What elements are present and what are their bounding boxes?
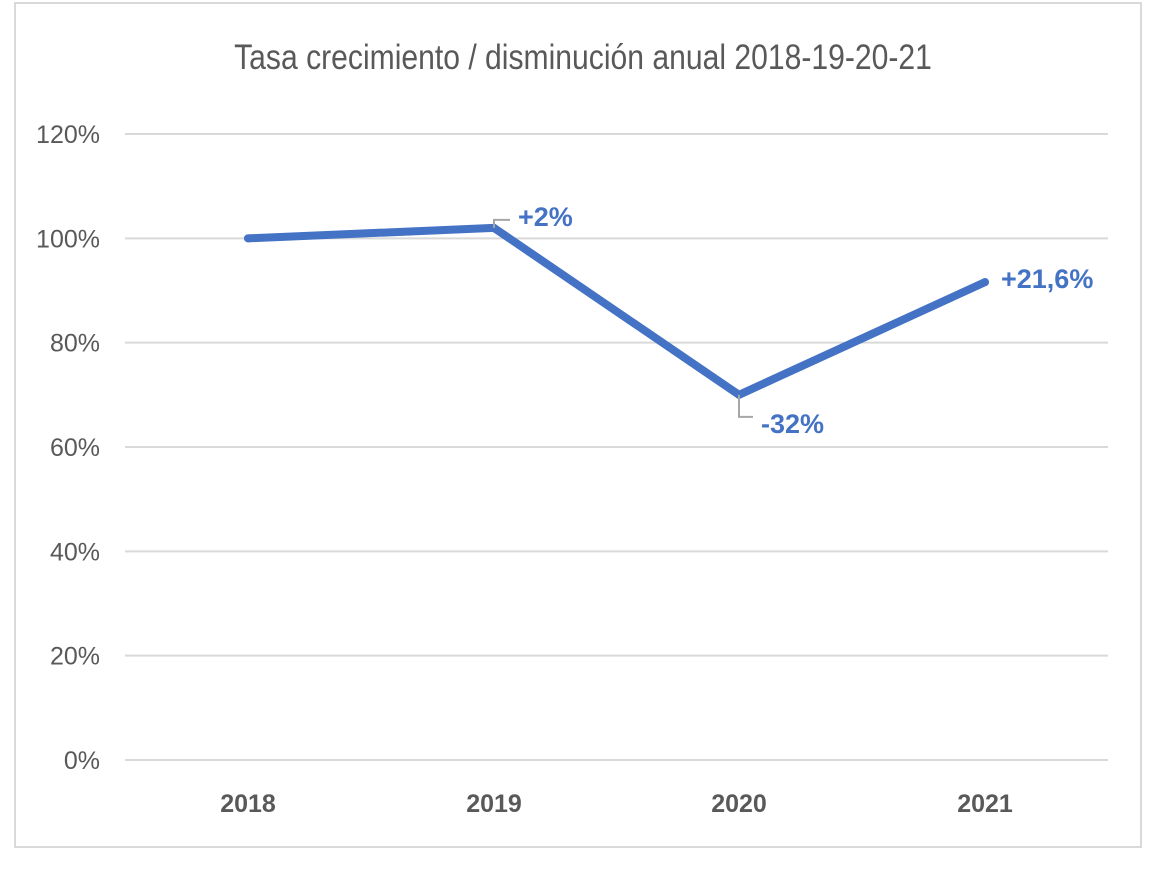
- chart-title: Tasa crecimiento / disminución anual 201…: [234, 38, 932, 77]
- x-tick-label: 2019: [466, 790, 522, 818]
- data-label: -32%: [761, 409, 824, 439]
- x-axis-tick-labels: 2018 2019 2020 2021: [220, 790, 1013, 818]
- data-label: +2%: [518, 202, 573, 232]
- label-leader-line: [738, 394, 753, 418]
- x-tick-label: 2018: [220, 790, 276, 818]
- y-axis-tick-labels: 0% 20% 40% 60% 80% 100% 120%: [36, 121, 100, 775]
- x-tick-label: 2020: [711, 790, 767, 818]
- series-line: [244, 223, 989, 399]
- data-point: [981, 278, 989, 287]
- y-tick-label: 40%: [50, 538, 100, 566]
- gridlines: [125, 133, 1108, 761]
- y-tick-label: 120%: [36, 121, 100, 149]
- label-leader-line: [493, 218, 510, 228]
- data-label: +21,6%: [1001, 264, 1093, 294]
- y-tick-label: 20%: [50, 643, 100, 671]
- y-tick-label: 0%: [64, 747, 100, 775]
- chart-area: [14, 2, 1142, 848]
- data-labels: +2% -32% +21,6%: [493, 202, 1093, 439]
- x-tick-label: 2021: [957, 790, 1013, 818]
- series-layer: [244, 223, 989, 399]
- y-tick-label: 80%: [50, 330, 100, 358]
- y-tick-label: 100%: [36, 225, 100, 253]
- data-point: [244, 234, 252, 243]
- y-tick-label: 60%: [50, 434, 100, 462]
